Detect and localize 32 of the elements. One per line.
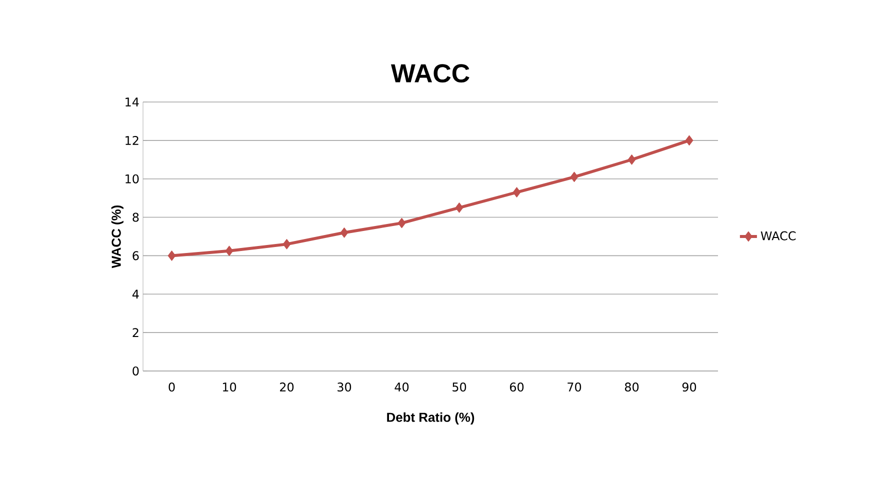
point: [282, 238, 291, 250]
y-tick-label: 6: [132, 251, 139, 260]
y-tick-label: 4: [132, 290, 139, 298]
x-tick-label: 40: [394, 382, 409, 392]
point: [398, 218, 406, 228]
x-tick-label: 10: [222, 382, 236, 392]
x-axis-title: Debt Ratio (%): [387, 412, 474, 424]
x-tick-label: 50: [452, 382, 466, 392]
point: [570, 172, 578, 182]
y-tick-label: 0: [132, 366, 139, 376]
point: [455, 202, 464, 213]
y-tick-label: 14: [126, 98, 139, 106]
y-axis-title: WACC (%): [111, 205, 124, 268]
chart-title: WACC: [390, 64, 470, 82]
point: [685, 135, 694, 146]
x-tick-label: 60: [510, 382, 524, 392]
x-tick-label: 70: [568, 382, 582, 392]
y-tick-label: 12: [126, 136, 138, 145]
x-tick-label: 0: [168, 382, 175, 392]
y-tick-label: 2: [132, 328, 138, 337]
point: [340, 227, 348, 238]
x-tick-label: 20: [280, 382, 294, 392]
x-tick-label: 30: [338, 382, 352, 392]
x-tick-label: 80: [624, 382, 639, 392]
point: [628, 154, 636, 165]
y-tick-label: 8: [132, 212, 139, 222]
x-tick-label: 90: [682, 382, 696, 392]
y-tick-label: 10: [126, 174, 139, 184]
point: [225, 246, 234, 256]
point: [512, 187, 521, 198]
legend-label: WACC: [760, 231, 796, 240]
point: [168, 250, 176, 261]
